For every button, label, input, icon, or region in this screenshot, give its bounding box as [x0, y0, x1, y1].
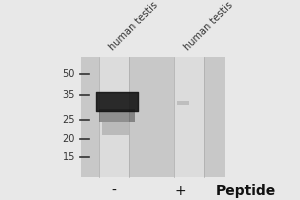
Text: Peptide: Peptide	[216, 184, 276, 198]
Text: 25: 25	[62, 115, 75, 125]
Text: human testis: human testis	[182, 0, 234, 52]
Text: human testis: human testis	[107, 0, 159, 52]
Text: 15: 15	[63, 152, 75, 162]
Bar	[99, 109, 135, 122]
Text: 20: 20	[63, 134, 75, 144]
Text: +: +	[174, 184, 186, 198]
Bar	[102, 122, 129, 135]
Bar	[81, 57, 225, 177]
Bar	[177, 101, 189, 105]
Text: 35: 35	[63, 90, 75, 100]
Bar	[99, 57, 129, 177]
Text: -: -	[112, 184, 116, 198]
Text: 50: 50	[63, 69, 75, 79]
Bar	[174, 57, 204, 177]
